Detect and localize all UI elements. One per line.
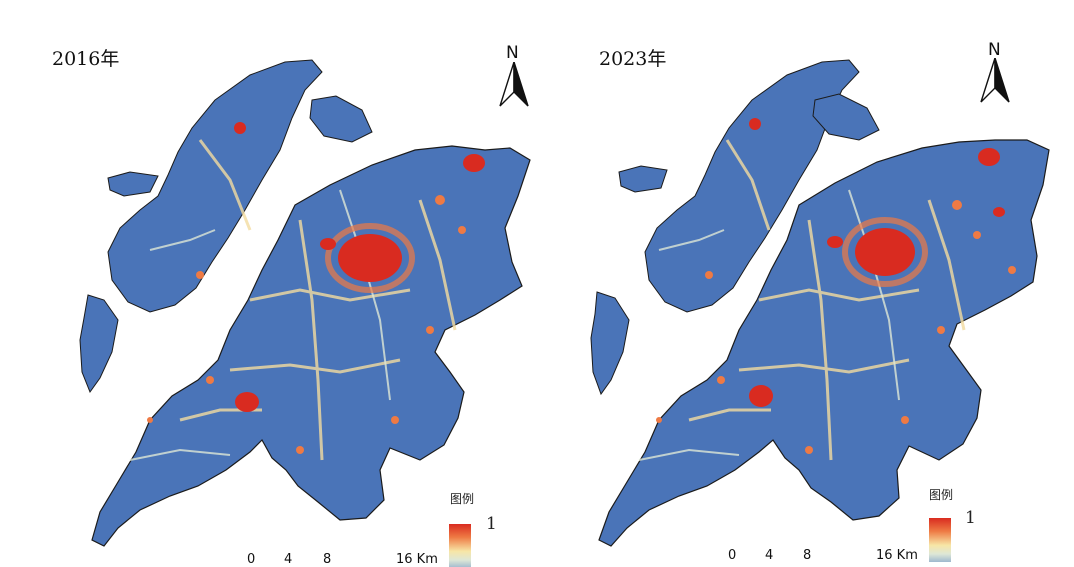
hotspot-small-a	[827, 236, 843, 248]
map-panel-2016: 2016年 N 图例 1 0 4 8 16 Km	[52, 43, 531, 567]
hotspot-south	[235, 392, 259, 412]
hotspot-center	[855, 228, 915, 276]
hotspot-northeast	[463, 154, 485, 172]
hotspot-northeast	[978, 148, 1000, 166]
north-arrow-icon	[980, 58, 1010, 103]
scale-tick: 8	[803, 548, 812, 563]
scale-tick: 4	[284, 552, 293, 567]
north-label: N	[506, 43, 519, 63]
islet-north	[812, 93, 880, 141]
year-label-2016: 2016年	[52, 48, 120, 70]
heatmap-map-2023	[590, 59, 1050, 547]
scale-tick: 0	[728, 548, 737, 563]
legend-max-label: 1	[965, 508, 976, 528]
legend-color-ramp	[449, 524, 471, 567]
hotspot-small-a	[320, 238, 336, 250]
legend-max-label: 1	[486, 514, 497, 534]
north-arrow-icon	[499, 62, 529, 107]
landmass-main	[91, 145, 531, 547]
hotspot-nw	[234, 122, 246, 134]
hotspot-center-halo	[842, 217, 928, 287]
road-corridors	[688, 139, 966, 461]
scale-tick: 0	[247, 552, 256, 567]
legend-color-ramp	[929, 518, 951, 562]
heatmap-map-2016	[79, 59, 531, 547]
scale-end-label: 16 Km	[876, 548, 918, 563]
legend-title: 图例	[929, 488, 954, 502]
islet-north	[309, 95, 373, 143]
minor-hotspots	[656, 200, 1016, 454]
island-southwest-fragment	[79, 294, 119, 394]
minor-hotspots	[147, 195, 466, 454]
minor-corridors	[129, 189, 391, 461]
hotspot-nw	[749, 118, 761, 130]
island-southwest-fragment	[590, 291, 630, 396]
island-west-fragment	[107, 171, 159, 197]
map-panel-2023: 2023年 N 图例 1 0 4 8 16 Km	[537, 0, 1074, 567]
hotspot-east	[993, 207, 1005, 217]
scale-tick: 4	[765, 548, 774, 563]
year-label-2023: 2023年	[599, 48, 667, 70]
north-label: N	[988, 40, 1001, 60]
hotspot-center	[338, 234, 402, 282]
hotspot-south	[749, 385, 773, 407]
hotspot-center-halo	[325, 223, 415, 293]
island-northwest	[107, 59, 323, 313]
island-northwest	[644, 59, 860, 313]
road-corridors	[179, 139, 457, 461]
scale-tick: 8	[323, 552, 332, 567]
legend-title: 图例	[450, 492, 475, 506]
scale-end-label: 16 Km	[396, 552, 438, 567]
island-west-fragment	[618, 165, 668, 193]
